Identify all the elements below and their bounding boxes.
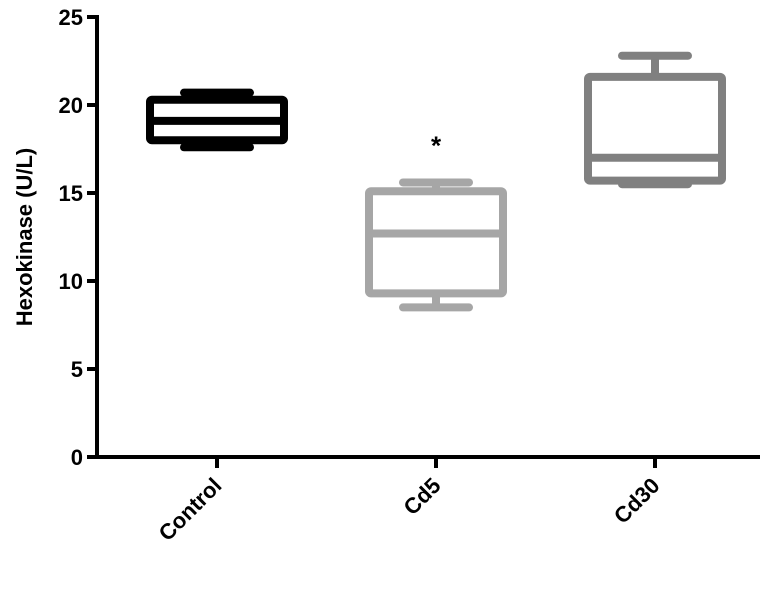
y-tick-label: 10 xyxy=(59,269,83,294)
y-axis-label: Hexokinase (U/L) xyxy=(12,148,37,327)
y-tick-label: 15 xyxy=(59,181,83,206)
x-tick-label: Cd5 xyxy=(398,473,445,520)
box xyxy=(584,72,726,185)
x-tick-label: Control xyxy=(154,473,227,546)
x-tick-label: Cd30 xyxy=(609,473,665,529)
y-tick-label: 20 xyxy=(59,93,83,118)
y-tick-label: 0 xyxy=(71,445,83,470)
box xyxy=(365,187,507,298)
y-tick-label: 5 xyxy=(71,357,83,382)
annotation: * xyxy=(431,130,442,160)
y-tick-label: 25 xyxy=(59,5,83,30)
